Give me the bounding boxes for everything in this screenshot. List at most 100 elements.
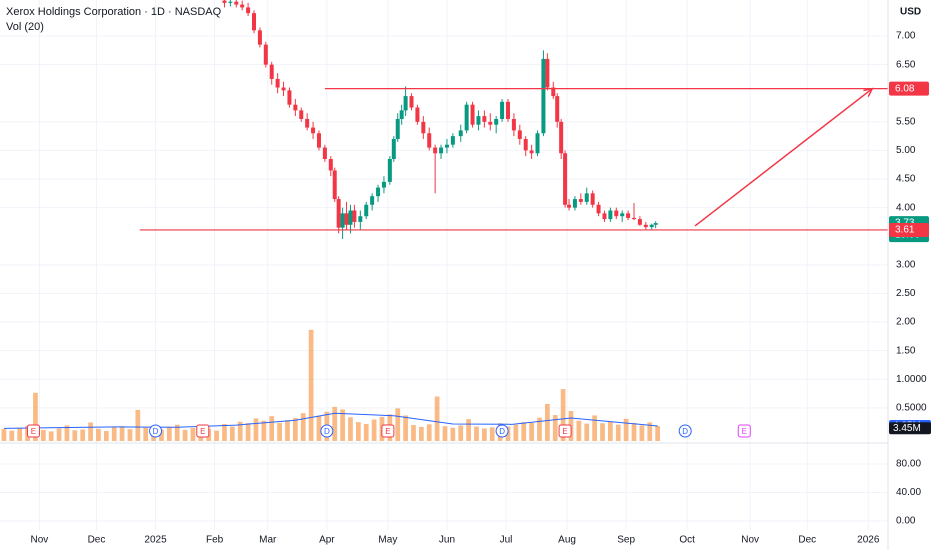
y-tick-label: 0.5000 [896,402,927,413]
volume-bar [631,422,637,441]
currency: USD [900,7,921,18]
x-tick-label: Aug [558,535,576,546]
candle-body [228,1,233,3]
arrow-head [863,87,874,98]
volume-bar [285,420,290,441]
candle-body [517,130,522,139]
candle-body [620,213,625,217]
event-label: E [742,427,747,436]
volume-bar [576,420,582,441]
event-marker [558,424,572,438]
volume-bar [229,426,235,441]
lower-tick-label: 40.00 [896,487,921,498]
candle-body [328,159,333,171]
volume-bar [348,417,353,441]
y-tick-label: 2.50 [896,288,916,299]
volume-bar [403,415,408,441]
volume-bar [537,417,542,441]
volume-bar [33,392,38,441]
event-label: E [385,427,390,436]
volume-bar [269,416,275,441]
candle-body [637,219,642,225]
candle-body [358,216,363,222]
volume-bar [253,418,259,441]
candle-body [649,224,654,228]
volume-bar [316,415,322,441]
candle-body [563,153,568,205]
candle-body [439,147,444,154]
volume-bar [103,430,109,441]
candle-body [370,196,375,205]
candle-body [251,13,256,31]
candle-body [387,159,392,182]
volume-bar [418,426,424,441]
volume-bar [482,428,487,441]
candle-body [643,224,648,228]
candle-body [281,87,286,91]
volume-bar [623,418,629,441]
y-tick-label: 2.00 [896,317,916,328]
candle-body [482,116,487,122]
candle-body [376,187,381,197]
candle-body [240,4,245,8]
x-tick-label: Apr [319,535,335,546]
candle-body [391,138,396,160]
candle-body [505,101,510,119]
volume-bar [411,425,416,441]
x-tick-label: Dec [798,535,816,546]
event-label: D [324,427,330,436]
candle-body [523,138,528,151]
candle-body [257,30,262,45]
volume-bar [639,425,645,441]
candle-body [511,118,516,131]
event-marker [678,424,692,438]
volume-bar [190,428,196,441]
volume-bar [182,429,188,441]
candle-body [433,147,438,154]
volume-bar [363,423,369,441]
volume-bar [214,430,219,441]
volume-bar [96,428,101,441]
candle-body [567,204,572,208]
y-tick-label: 5.50 [896,116,916,127]
volume-bar [9,430,15,441]
volume-bar [426,424,432,441]
candle-body [352,210,357,222]
volume-bar [119,426,125,441]
volume-bar [308,329,314,441]
volume-bar [166,426,172,441]
volume-bar [332,406,338,441]
candle-body [403,96,408,111]
price-label: 6.08 [895,83,915,94]
y-tick-label: 3.00 [896,259,916,270]
volume-bar [174,424,180,441]
y-tick-label: 1.50 [896,345,916,356]
volume-bar [135,409,141,441]
event-marker [196,424,210,438]
volume-bar [552,415,558,441]
x-tick-label: Mar [259,535,277,546]
volume-bar [395,408,401,441]
candle-body [287,90,292,105]
candle-body [608,210,613,220]
event-label: D [682,427,688,436]
candle-body [590,193,595,205]
x-tick-label: 2026 [857,535,880,546]
candle-body [545,58,550,88]
event-marker [737,424,751,438]
volume-bar [521,422,527,441]
volume-bar [40,429,46,441]
volume-bar [143,427,149,441]
volume-bar [489,427,495,441]
candle-body [458,130,463,137]
volume-bar [505,426,511,441]
y-tick-label: 5.00 [896,145,916,156]
candle-body [614,210,619,217]
x-tick-label: Jun [439,535,455,546]
candle-body [488,121,493,125]
lower-tick-label: 0.00 [896,516,916,527]
candle-body [415,107,420,122]
candle-body [602,213,607,220]
volume-bar [371,419,377,441]
volume-bar [466,419,471,441]
